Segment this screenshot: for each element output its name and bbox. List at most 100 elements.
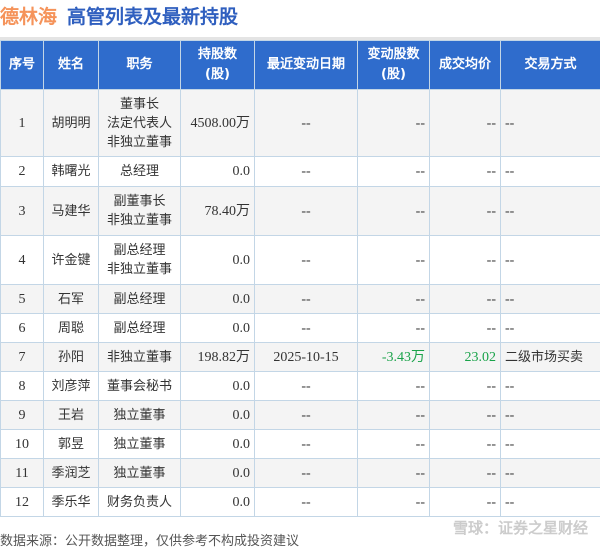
cell-price: --: [430, 372, 501, 401]
cell-role: 独立董事: [99, 430, 181, 459]
cell-role: 非独立董事: [99, 343, 181, 372]
cell-name: 周聪: [44, 314, 99, 343]
column-header[interactable]: 职务: [99, 41, 181, 90]
cell-role: 独立董事: [99, 401, 181, 430]
cell-price: --: [430, 90, 501, 157]
cell-shares: 0.0: [181, 430, 255, 459]
cell-no: 10: [1, 430, 44, 459]
cell-name: 许金键: [44, 236, 99, 285]
column-header[interactable]: 变动股数(股): [358, 41, 430, 90]
cell-role: 副董事长非独立董事: [99, 187, 181, 236]
page-subtitle: 高管列表及最新持股: [67, 6, 238, 28]
cell-role: 副总经理非独立董事: [99, 236, 181, 285]
cell-shares: 0.0: [181, 285, 255, 314]
cell-method: --: [501, 430, 600, 459]
cell-shares: 0.0: [181, 401, 255, 430]
cell-date: --: [255, 285, 358, 314]
cell-price: --: [430, 187, 501, 236]
cell-method: --: [501, 372, 600, 401]
cell-no: 1: [1, 90, 44, 157]
cell-change: --: [358, 430, 430, 459]
cell-price: --: [430, 401, 501, 430]
cell-method: --: [501, 285, 600, 314]
cell-date: --: [255, 90, 358, 157]
cell-price: --: [430, 314, 501, 343]
cell-change: --: [358, 401, 430, 430]
cell-name: 郭昱: [44, 430, 99, 459]
cell-no: 8: [1, 372, 44, 401]
cell-price: --: [430, 285, 501, 314]
cell-name: 石军: [44, 285, 99, 314]
cell-change: --: [358, 459, 430, 488]
cell-date: --: [255, 459, 358, 488]
cell-shares: 0.0: [181, 459, 255, 488]
cell-method: --: [501, 459, 600, 488]
cell-date: --: [255, 157, 358, 187]
cell-date: --: [255, 314, 358, 343]
column-header[interactable]: 成交均价: [430, 41, 501, 90]
cell-price: 23.02: [430, 343, 501, 372]
cell-price: --: [430, 430, 501, 459]
cell-no: 5: [1, 285, 44, 314]
cell-no: 2: [1, 157, 44, 187]
cell-date: --: [255, 187, 358, 236]
cell-method: --: [501, 314, 600, 343]
cell-date: --: [255, 488, 358, 517]
cell-shares: 198.82万: [181, 343, 255, 372]
cell-change: --: [358, 488, 430, 517]
cell-name: 韩曙光: [44, 157, 99, 187]
cell-method: --: [501, 90, 600, 157]
cell-change: --: [358, 236, 430, 285]
cell-name: 孙阳: [44, 343, 99, 372]
cell-no: 11: [1, 459, 44, 488]
cell-role: 总经理: [99, 157, 181, 187]
column-header[interactable]: 姓名: [44, 41, 99, 90]
cell-no: 7: [1, 343, 44, 372]
cell-change: --: [358, 90, 430, 157]
cell-name: 刘彦萍: [44, 372, 99, 401]
cell-date: --: [255, 236, 358, 285]
column-header[interactable]: 持股数(股): [181, 41, 255, 90]
cell-no: 4: [1, 236, 44, 285]
cell-shares: 78.40万: [181, 187, 255, 236]
cell-no: 6: [1, 314, 44, 343]
cell-role: 董事长法定代表人非独立董事: [99, 90, 181, 157]
brand-watermark: 雪球：证券之星财经: [453, 517, 588, 538]
cell-role: 董事会秘书: [99, 372, 181, 401]
cell-role: 财务负责人: [99, 488, 181, 517]
cell-date: --: [255, 401, 358, 430]
cell-name: 马建华: [44, 187, 99, 236]
cell-method: --: [501, 401, 600, 430]
cell-change: --: [358, 157, 430, 187]
cell-method: --: [501, 488, 600, 517]
column-header[interactable]: 交易方式: [501, 41, 600, 90]
cell-method: --: [501, 236, 600, 285]
cell-change: --: [358, 187, 430, 236]
cell-method: --: [501, 157, 600, 187]
cell-change: --: [358, 285, 430, 314]
cell-shares: 0.0: [181, 157, 255, 187]
data-source-note: 数据来源：公开数据整理，仅供参考不构成投资建议: [0, 530, 299, 549]
cell-name: 胡明明: [44, 90, 99, 157]
column-header[interactable]: 序号: [1, 41, 44, 90]
cell-method: 二级市场买卖: [501, 343, 600, 372]
cell-price: --: [430, 236, 501, 285]
column-header[interactable]: 最近变动日期: [255, 41, 358, 90]
cell-price: --: [430, 157, 501, 187]
cell-date: 2025-10-15: [255, 343, 358, 372]
page-title: 德林海高管列表及最新持股: [0, 2, 238, 32]
cell-price: --: [430, 459, 501, 488]
table-header: 序号姓名职务持股数(股)最近变动日期变动股数(股)成交均价交易方式: [1, 41, 600, 90]
cell-role: 副总经理: [99, 285, 181, 314]
